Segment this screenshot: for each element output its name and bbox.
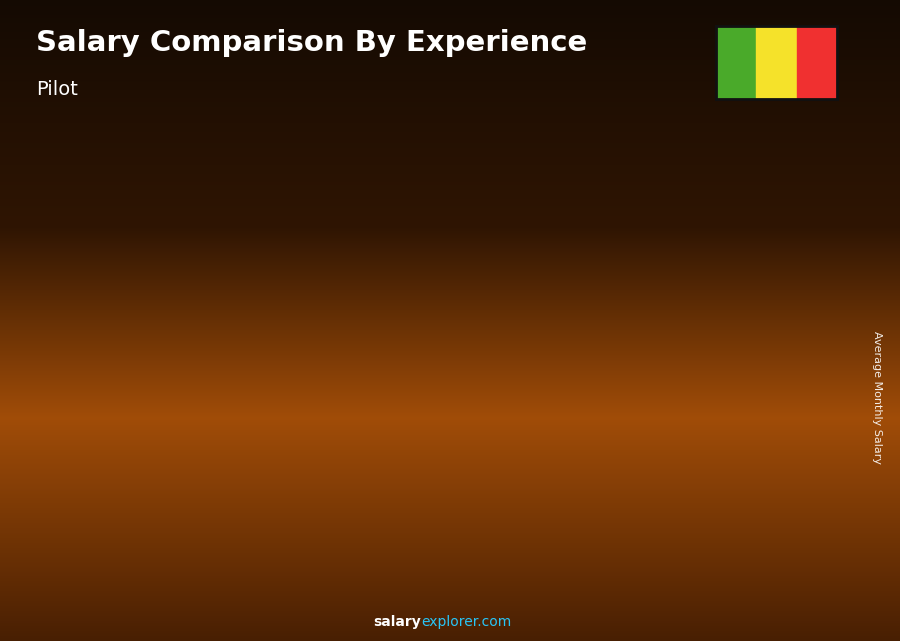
Bar — [716, 26, 756, 99]
Bar — [458, 306, 531, 590]
Bar — [643, 279, 657, 590]
Bar — [266, 409, 280, 590]
Text: explorer.com: explorer.com — [421, 615, 511, 629]
Bar — [517, 306, 531, 590]
Text: 598,000 XOF: 598,000 XOF — [333, 330, 406, 340]
Text: 792,000 XOF: 792,000 XOF — [584, 254, 657, 264]
Bar — [207, 409, 266, 412]
Bar — [207, 409, 280, 590]
Bar — [796, 26, 837, 99]
Text: Pilot: Pilot — [36, 80, 78, 99]
Text: Average Monthly Salary: Average Monthly Salary — [872, 331, 883, 464]
Bar — [333, 355, 406, 590]
Text: +9%: +9% — [536, 251, 579, 269]
Text: 343,000 XOF: 343,000 XOF — [83, 431, 156, 440]
Bar — [391, 355, 406, 590]
Bar — [584, 279, 643, 285]
Bar — [710, 263, 783, 590]
Bar — [756, 26, 796, 99]
Text: salary: salary — [374, 615, 421, 629]
Bar — [458, 306, 517, 311]
Text: +21%: +21% — [405, 278, 459, 296]
Text: +30%: +30% — [280, 310, 333, 328]
Bar — [333, 355, 391, 359]
Text: 833,000 XOF: 833,000 XOF — [733, 238, 806, 248]
Bar — [769, 263, 783, 590]
Text: 724,000 XOF: 724,000 XOF — [458, 281, 531, 291]
Text: +34%: +34% — [154, 349, 207, 367]
Text: Salary Comparison By Experience: Salary Comparison By Experience — [36, 29, 587, 57]
Text: 460,000 XOF: 460,000 XOF — [207, 385, 280, 395]
Bar — [81, 455, 154, 590]
Bar — [710, 263, 769, 269]
Bar — [584, 279, 657, 590]
Bar — [140, 455, 154, 590]
Text: +5%: +5% — [662, 227, 705, 245]
Bar — [81, 455, 140, 458]
